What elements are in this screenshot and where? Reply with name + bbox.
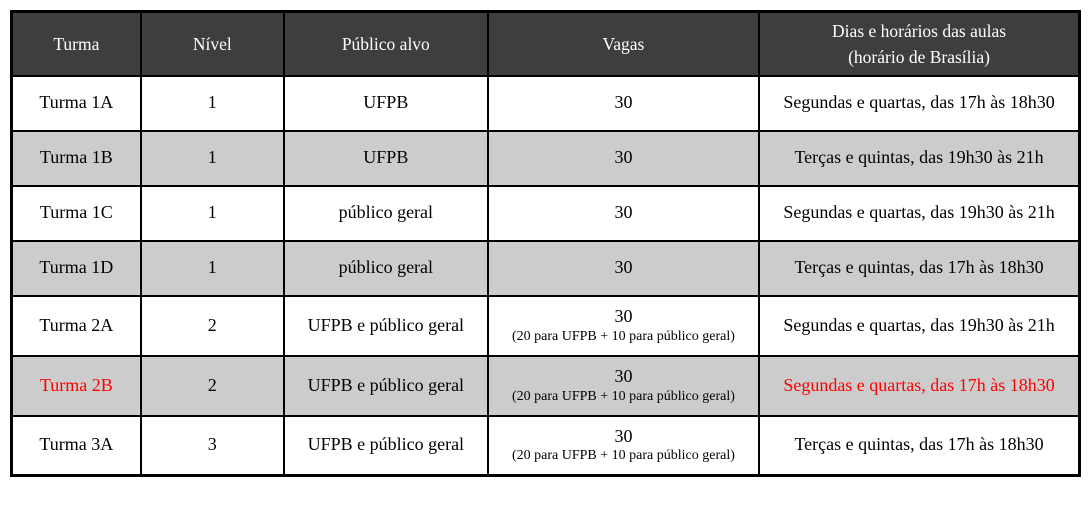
vagas-total: 30 xyxy=(614,365,633,386)
cell-turma: Turma 3A xyxy=(10,414,142,477)
cell-dias: Terças e quintas, das 17h às 18h30 xyxy=(758,239,1081,297)
table-row-turma-1a: Turma 1A 1 UFPB 30 Segundas e quartas, d… xyxy=(10,74,1081,132)
vagas-note: (20 para UFPB + 10 para público geral) xyxy=(511,328,735,344)
cell-nivel: 3 xyxy=(139,414,285,477)
cell-publico: público geral xyxy=(282,239,489,297)
header-vagas-label: Vagas xyxy=(602,33,645,54)
cell-nivel: 1 xyxy=(139,129,285,187)
cell-publico: UFPB xyxy=(282,74,489,132)
vagas-total: 30 xyxy=(614,425,633,446)
cell-vagas: 30 (20 para UFPB + 10 para público geral… xyxy=(486,414,761,477)
cell-dias: Segundas e quartas, das 17h às 18h30 xyxy=(758,74,1081,132)
cell-vagas: 30 (20 para UFPB + 10 para público geral… xyxy=(486,354,761,417)
vagas-total: 30 xyxy=(614,305,633,326)
cell-nivel: 1 xyxy=(139,184,285,242)
cell-turma: Turma 1B xyxy=(10,129,142,187)
cell-nivel: 1 xyxy=(139,74,285,132)
cell-publico: UFPB e público geral xyxy=(282,414,489,477)
class-schedule-table-container: Turma Nível Público alvo Vagas Dias e ho… xyxy=(10,10,1081,477)
header-nivel: Nível xyxy=(139,10,285,77)
cell-vagas: 30 xyxy=(486,184,761,242)
table-row-turma-1d: Turma 1D 1 público geral 30 Terças e qui… xyxy=(10,239,1081,297)
cell-vagas: 30 xyxy=(486,74,761,132)
header-nivel-label: Nível xyxy=(192,33,232,54)
cell-dias: Terças e quintas, das 17h às 18h30 xyxy=(758,414,1081,477)
cell-dias: Segundas e quartas, das 19h30 às 21h xyxy=(758,184,1081,242)
cell-turma: Turma 1A xyxy=(10,74,142,132)
cell-vagas: 30 xyxy=(486,129,761,187)
header-dias-horarios-line1: Dias e horários das aulas xyxy=(832,20,1007,41)
cell-turma: Turma 2A xyxy=(10,294,142,357)
cell-turma: Turma 1D xyxy=(10,239,142,297)
header-dias-horarios: Dias e horários das aulas (horário de Br… xyxy=(758,10,1081,77)
header-row: Turma Nível Público alvo Vagas Dias e ho… xyxy=(10,10,1081,77)
cell-dias: Segundas e quartas, das 17h às 18h30 xyxy=(758,354,1081,417)
header-turma: Turma xyxy=(10,10,142,77)
vagas-note: (20 para UFPB + 10 para público geral) xyxy=(511,448,735,464)
table-row-turma-1c: Turma 1C 1 público geral 30 Segundas e q… xyxy=(10,184,1081,242)
vagas-note: (20 para UFPB + 10 para público geral) xyxy=(511,388,735,404)
table-row-turma-2a: Turma 2A 2 UFPB e público geral 30 (20 p… xyxy=(10,294,1081,357)
table-row-turma-2b: Turma 2B 2 UFPB e público geral 30 (20 p… xyxy=(10,354,1081,417)
cell-dias: Terças e quintas, das 19h30 às 21h xyxy=(758,129,1081,187)
cell-dias: Segundas e quartas, das 19h30 às 21h xyxy=(758,294,1081,357)
cell-publico: UFPB xyxy=(282,129,489,187)
cell-publico: público geral xyxy=(282,184,489,242)
cell-nivel: 2 xyxy=(139,354,285,417)
table-row-turma-1b: Turma 1B 1 UFPB 30 Terças e quintas, das… xyxy=(10,129,1081,187)
class-schedule-table: Turma Nível Público alvo Vagas Dias e ho… xyxy=(10,10,1081,477)
header-turma-label: Turma xyxy=(53,33,100,54)
cell-turma: Turma 1C xyxy=(10,184,142,242)
table-row-turma-3a: Turma 3A 3 UFPB e público geral 30 (20 p… xyxy=(10,414,1081,477)
header-publico-alvo-label: Público alvo xyxy=(341,33,430,54)
cell-publico: UFPB e público geral xyxy=(282,354,489,417)
header-dias-horarios-line2: (horário de Brasília) xyxy=(848,46,990,67)
cell-nivel: 1 xyxy=(139,239,285,297)
cell-publico: UFPB e público geral xyxy=(282,294,489,357)
header-vagas: Vagas xyxy=(486,10,761,77)
cell-nivel: 2 xyxy=(139,294,285,357)
cell-vagas: 30 (20 para UFPB + 10 para público geral… xyxy=(486,294,761,357)
cell-vagas: 30 xyxy=(486,239,761,297)
cell-turma: Turma 2B xyxy=(10,354,142,417)
header-publico-alvo: Público alvo xyxy=(282,10,489,77)
